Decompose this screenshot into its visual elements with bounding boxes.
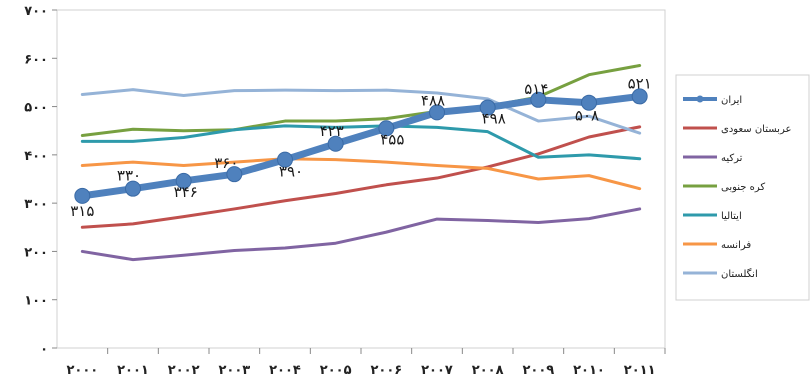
data-point [74,187,91,204]
y-tick-label: ۲۰۰ [24,245,48,260]
data-point [378,120,395,137]
data-label: ۳۳۰ [117,167,141,185]
series-line-5 [80,157,642,191]
legend-label: ایتالیا [721,211,742,222]
data-label: ۳۶۰ [214,154,238,172]
data-point [479,99,496,116]
x-tick-label: ۲۰۰۸ [472,363,504,378]
x-tick-label: ۲۰۰۹ [522,363,554,378]
legend: ایران عربستان سعودی ترکیه کره جنوبی ایتالیا ف… [683,95,791,280]
y-tick-label: ۱۰۰ [24,294,48,309]
y-tick-label: ۴۰۰ [24,149,48,164]
legend-label: ایران [721,95,742,106]
x-tick-label: ۲۰۰۱ [117,363,149,378]
y-tick-label: ۳۰۰ [24,197,48,212]
x-tick-label: ۲۰۰۶ [370,363,402,378]
data-point [327,135,344,152]
data-label: ۴۸۸ [421,91,445,109]
x-axis: ۲۰۰۰ ۲۰۰۱ ۲۰۰۲ ۲۰۰۳ ۲۰۰۴ ۲۰۰۵ ۲۰۰۶ ۲۰۰۷ ۲۰۰۸ ۲۰۰۹… [66,348,666,378]
x-tick-label: ۲۰۰۴ [269,363,301,378]
data-label: ۵۰۸ [575,107,599,125]
legend-marker [696,95,704,103]
x-tick-label: ۲۰۰۵ [320,363,352,378]
plot-area [56,9,666,349]
legend-label: ترکیه [721,153,743,164]
data-point [175,172,192,189]
data-point [530,91,547,108]
data-label: ۴۲۳ [320,122,344,140]
data-point [277,151,293,168]
data-labels: ۳۱۵ ۳۳۰ ۳۴۶ ۳۶۰ ۳۹۰ ۴۲۳ ۴۵۵ ۴۸۸ ۴۹۸ ۵۱۴ ۵۰۸ ۵۲۱ [70,74,652,219]
y-axis: ۰ ۱۰۰ ۲۰۰ ۳۰۰ ۴۰۰ ۵۰۰ ۶۰۰ ۷۰۰ [24,4,57,357]
series-lines [74,64,648,262]
legend-label: فرانسه [721,240,751,251]
x-tick-label: ۲۰۰۲ [168,363,200,378]
data-label: ۴۵۵ [380,130,404,148]
series-line-6 [80,88,642,135]
data-point [226,166,243,183]
data-point [429,104,445,121]
x-tick-label: ۲۰۰۳ [218,363,250,378]
x-tick-label: ۲۰۰۰ [66,363,98,378]
x-tick-label: ۲۰۱۱ [624,363,656,378]
data-point [631,88,648,105]
y-tick-label: ۰ [40,342,48,357]
legend-label: کره جنوبی [721,182,765,193]
series-line-4 [80,124,642,161]
legend-label: انگلستان [721,268,758,280]
series-line-3 [80,64,642,138]
data-label: ۵۱۴ [524,80,548,98]
y-tick-label: ۶۰۰ [24,52,48,67]
y-tick-label: ۷۰۰ [24,4,48,19]
data-label: ۳۱۵ [70,202,94,220]
data-label: ۵۲۱ [628,74,652,92]
series-line-1 [80,125,642,229]
y-tick-label: ۵۰۰ [24,101,48,116]
x-tick-label: ۲۰۰۷ [421,363,453,378]
legend-label: عربستان سعودی [721,124,791,135]
data-point [581,94,597,111]
series-line-2 [80,207,642,262]
series-line-0 [78,92,644,200]
data-label: ۴۹۸ [482,110,506,128]
data-label: ۳۹۰ [279,163,303,181]
data-point [125,180,141,197]
data-label: ۳۴۶ [174,183,198,201]
x-tick-label: ۲۰۱۰ [573,363,605,378]
